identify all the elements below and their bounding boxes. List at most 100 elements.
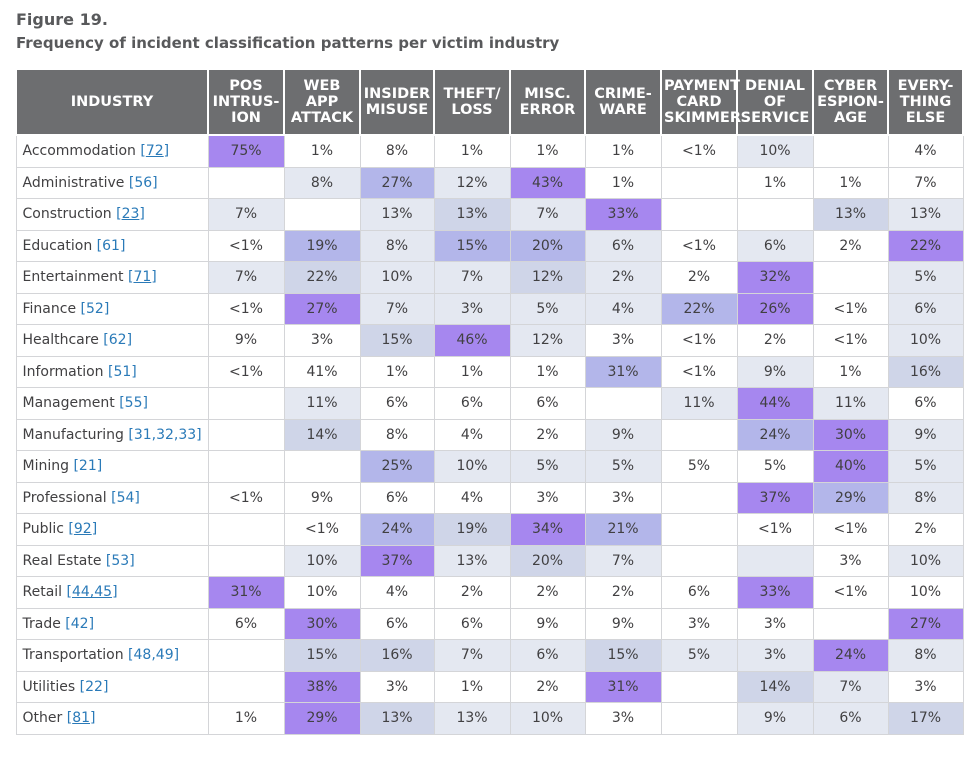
value-cell: [660, 702, 738, 735]
value-cell: 6%: [509, 387, 586, 420]
value-cell: 10%: [887, 544, 964, 577]
table-row: Trade [42] 6% 30% 6% 6% 9% 9% 3% 3% 27%: [15, 607, 964, 640]
industry-cell: Finance [52]: [15, 292, 209, 325]
value-cell: 16%: [359, 639, 435, 672]
value-cell: 7%: [812, 670, 889, 703]
value-cell: [207, 418, 285, 451]
industry-name: Healthcare: [22, 332, 99, 349]
column-header-line: CARD: [676, 94, 722, 110]
column-header-line: INSIDER: [363, 86, 431, 102]
value-cell: 6%: [887, 387, 964, 420]
value-cell: 12%: [509, 324, 586, 357]
value-cell: 22%: [887, 229, 964, 262]
industry-cell: Information [51]: [15, 355, 209, 388]
value-cell: 15%: [283, 639, 361, 672]
figure-title: Frequency of incident classification pat…: [16, 34, 560, 52]
value-cell: <1%: [812, 292, 889, 325]
value-cell: 2%: [509, 576, 586, 609]
table-row: Public [92] <1% 24% 19% 34% 21% <1% <1% 2%: [15, 513, 964, 546]
value-cell: [207, 639, 285, 672]
naics-code-link[interactable]: 42: [70, 615, 89, 632]
value-cell: 15%: [584, 639, 662, 672]
naics-code-link[interactable]: 31,32,33: [133, 426, 197, 443]
column-header: DENIAL OF SERVICE: [736, 68, 814, 136]
value-cell: 7%: [207, 261, 285, 294]
industry-cell: Mining [21]: [15, 450, 209, 483]
column-header-line: THEFT/: [443, 86, 501, 102]
value-cell: 24%: [812, 639, 889, 672]
value-cell: 11%: [660, 387, 738, 420]
value-cell: 12%: [433, 166, 511, 199]
naics-code-link[interactable]: 48,49: [133, 647, 174, 664]
column-header-line: SERVICE: [740, 110, 810, 126]
value-cell: 4%: [359, 576, 435, 609]
column-header-line: EVERY-: [897, 78, 954, 94]
value-cell: 3%: [584, 324, 662, 357]
value-cell: 10%: [433, 450, 511, 483]
value-cell: 6%: [584, 229, 662, 262]
industry-name: Construction: [22, 206, 112, 223]
value-cell: 43%: [509, 166, 586, 199]
heatmap-table: INDUSTRY POS INTRUS- ION WEB APP ATTACK INSIDE…: [15, 68, 964, 735]
value-cell: 2%: [433, 576, 511, 609]
value-cell: 2%: [812, 229, 889, 262]
value-cell: 13%: [359, 702, 435, 735]
value-cell: [660, 418, 738, 451]
column-header-line: POS: [229, 78, 263, 94]
value-cell: <1%: [207, 229, 285, 262]
value-cell: 2%: [584, 576, 662, 609]
table-row: Healthcare [62] 9% 3% 15% 46% 12% 3% <1% 2% <1% 10…: [15, 324, 964, 357]
naics-code-link[interactable]: 92: [73, 521, 92, 538]
value-cell: 37%: [736, 481, 814, 514]
table-row: Management [55] 11% 6% 6% 6% 11% 44% 11% 6%: [15, 387, 964, 420]
naics-code-link[interactable]: 52: [85, 300, 104, 317]
table-body: Accommodation [72] 75% 1% 8% 1% 1% 1% <1% 10% 4% A…: [15, 134, 964, 735]
value-cell: 27%: [283, 292, 361, 325]
column-header-line: THING: [899, 94, 952, 110]
industry-cell: Trade [42]: [15, 607, 209, 640]
table-row: Real Estate [53] 10% 37% 13% 20% 7% 3% 10%: [15, 544, 964, 577]
value-cell: 13%: [433, 544, 511, 577]
value-cell: 6%: [359, 607, 435, 640]
value-cell: 14%: [283, 418, 361, 451]
naics-code-link[interactable]: 22: [85, 678, 103, 695]
value-cell: 7%: [584, 544, 662, 577]
value-cell: 6%: [812, 702, 889, 735]
naics-code-link[interactable]: 54: [116, 489, 135, 506]
value-cell: [207, 450, 285, 483]
column-header-line: SKIMMER: [664, 110, 742, 126]
value-cell: 8%: [359, 418, 435, 451]
value-cell: 4%: [584, 292, 662, 325]
value-cell: 20%: [509, 229, 586, 262]
naics-code-link[interactable]: 51: [113, 363, 132, 380]
value-cell: 7%: [887, 166, 964, 199]
naics-code-link[interactable]: 44,45: [71, 584, 113, 601]
naics-code-link[interactable]: 55: [124, 395, 143, 412]
value-cell: 5%: [509, 292, 586, 325]
value-cell: [812, 134, 889, 168]
value-cell: 5%: [509, 450, 586, 483]
column-header: MISC. ERROR: [509, 68, 586, 136]
table-row: Information [51] <1% 41% 1% 1% 1% 31% <1% 9% 1% 16…: [15, 355, 964, 388]
value-cell: 11%: [812, 387, 889, 420]
table-row: Transportation [48,49] 15% 16% 7% 6% 15% 5% 3% 2…: [15, 639, 964, 672]
naics-code-link[interactable]: 71: [133, 269, 152, 286]
naics-code-link[interactable]: 21: [78, 458, 97, 475]
naics-code-link[interactable]: 81: [72, 710, 91, 727]
naics-code-link[interactable]: 61: [102, 237, 120, 254]
value-cell: 1%: [509, 134, 586, 168]
naics-code-link[interactable]: 72: [145, 143, 164, 160]
value-cell: [812, 261, 889, 294]
naics-code-link[interactable]: 62: [108, 332, 127, 349]
value-cell: 6%: [433, 387, 511, 420]
naics-code-link[interactable]: 23: [121, 206, 140, 223]
value-cell: [207, 166, 285, 199]
value-cell: 5%: [660, 450, 738, 483]
value-cell: 8%: [283, 166, 361, 199]
column-header-line: INTRUS-: [212, 94, 280, 110]
value-cell: 10%: [359, 261, 435, 294]
industry-column-header: INDUSTRY: [15, 68, 209, 136]
naics-code-link[interactable]: 53: [111, 552, 130, 569]
table-row: Finance [52] <1% 27% 7% 3% 5% 4% 22% 26% <1% 6%: [15, 292, 964, 325]
naics-code-link[interactable]: 56: [134, 174, 153, 191]
